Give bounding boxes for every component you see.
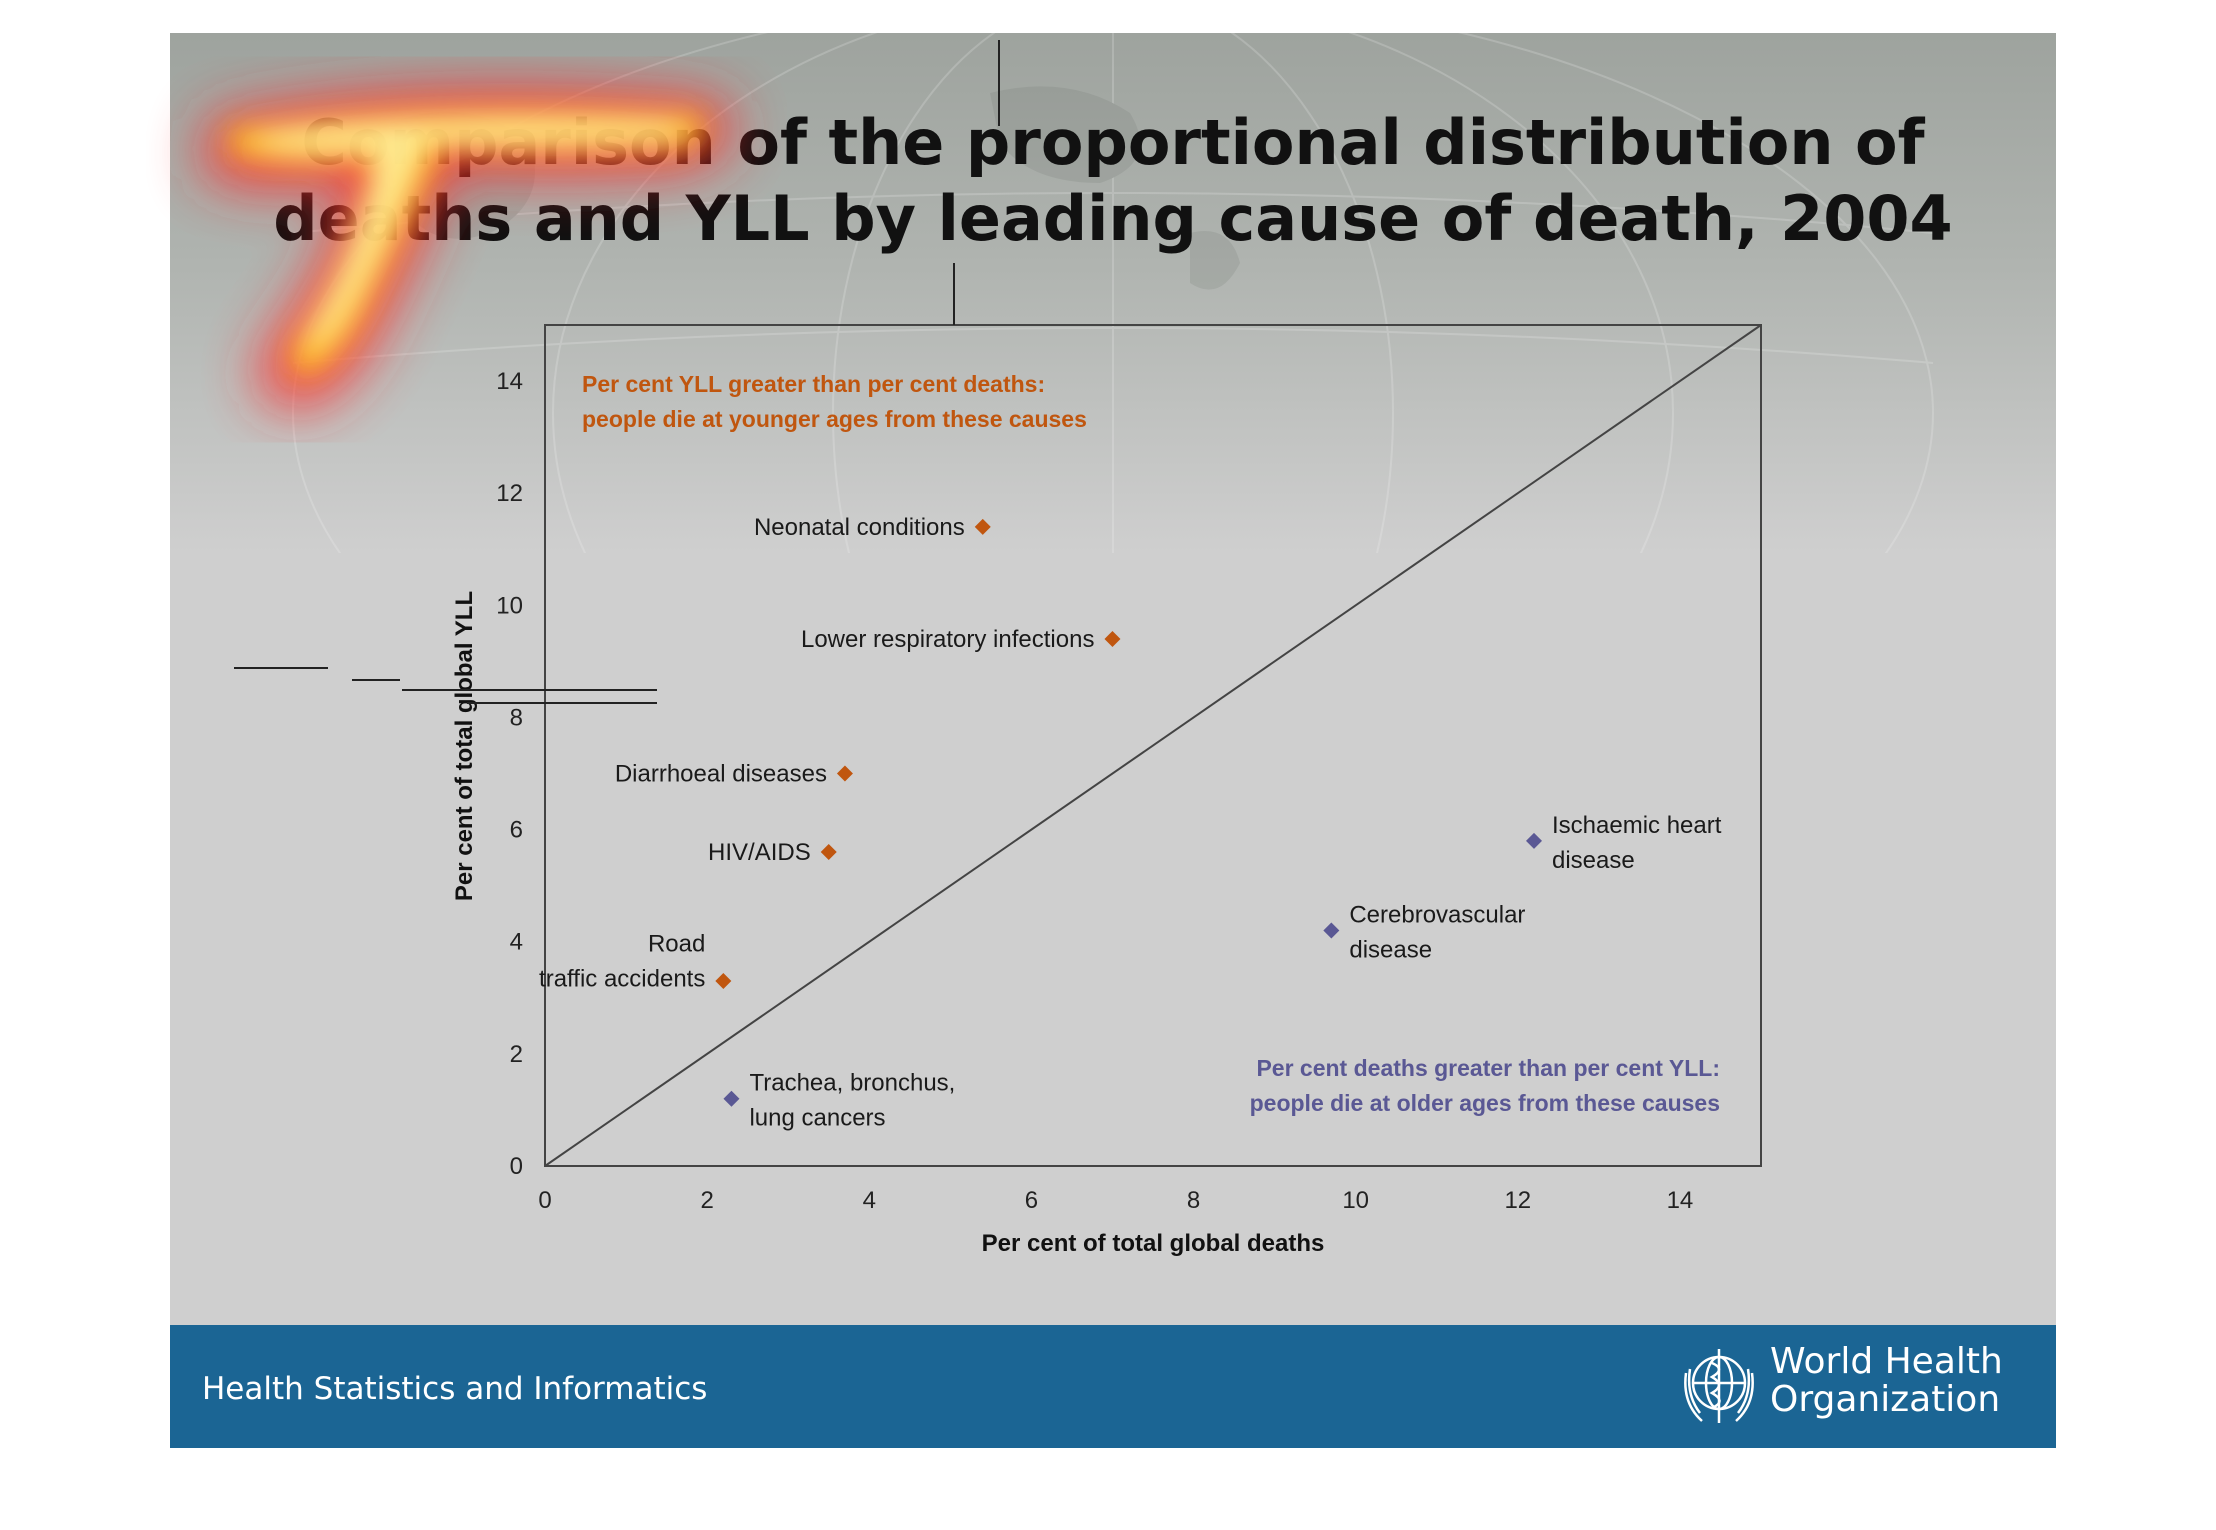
data-point-label: Diarrhoeal diseases [615, 761, 827, 788]
x-axis-label: Per cent of total global deaths [982, 1230, 1325, 1257]
data-point-label: Neonatal conditions [754, 514, 965, 541]
data-point-label: Cerebrovascular [1349, 902, 1525, 929]
data-point-marker [974, 518, 991, 535]
data-point-label: disease [1552, 847, 1635, 874]
data-point-labels: Neonatal conditions Lower respiratory inf… [539, 514, 1722, 1132]
x-tick-label: 2 [700, 1187, 713, 1214]
data-points [715, 518, 1543, 1107]
scatter-chart: 0 2 4 6 8 10 12 14 0 2 4 6 8 10 12 14 Neonatal conditi… [451, 263, 1762, 1257]
y-tick-label: 12 [496, 480, 523, 507]
data-point-label: Road [648, 930, 705, 957]
data-point-marker [820, 844, 837, 861]
y-tick-label: 8 [510, 704, 523, 731]
data-point-label: disease [1349, 937, 1432, 964]
stray-line-3 [402, 689, 657, 691]
equality-reference-line [544, 324, 1762, 1167]
y-tick-label: 6 [510, 817, 523, 844]
annotation-younger-line-2: people die at younger ages from these ca… [582, 406, 1087, 432]
who-emblem-icon [1684, 1349, 1754, 1423]
data-point-label: HIV/AIDS [708, 839, 811, 866]
footer-bar: Health Statistics and Informatics World … [170, 1325, 2056, 1448]
x-tick-label: 12 [1504, 1187, 1531, 1214]
x-tick-label: 0 [538, 1187, 551, 1214]
x-tick-label: 6 [1025, 1187, 1038, 1214]
y-axis-label: Per cent of total global YLL [451, 591, 478, 901]
data-point-marker [836, 765, 853, 782]
who-wordmark: World Health Organization [1770, 1343, 2003, 1419]
data-point-marker [723, 1090, 740, 1107]
stray-line-1 [234, 667, 328, 669]
data-point-label: traffic accidents [539, 965, 705, 992]
data-point-marker [1323, 922, 1340, 939]
data-point-label: Lower respiratory infections [801, 626, 1094, 653]
y-axis-ticks: 0 2 4 6 8 10 12 14 [496, 368, 523, 1180]
x-tick-label: 14 [1667, 1187, 1694, 1214]
stray-line-5 [998, 40, 1000, 126]
x-tick-label: 4 [863, 1187, 876, 1214]
slide: Comparison of the proportional distribut… [170, 33, 2056, 1448]
footer-department-text: Health Statistics and Informatics [202, 1371, 708, 1407]
who-name-line-1: World Health [1770, 1341, 2003, 1382]
y-tick-label: 4 [510, 929, 523, 956]
stray-line-4 [467, 702, 657, 704]
x-tick-label: 8 [1187, 1187, 1200, 1214]
data-point-label: Ischaemic heart [1552, 812, 1722, 839]
stray-line-2 [352, 679, 400, 681]
y-tick-label: 0 [510, 1153, 523, 1180]
annotation-older-line-2: people die at older ages from these caus… [1250, 1090, 1720, 1116]
annotation-older-line-1: Per cent deaths greater than per cent YL… [1256, 1055, 1720, 1081]
data-point-marker [1526, 832, 1543, 849]
data-point-marker [1104, 630, 1121, 647]
x-tick-label: 10 [1342, 1187, 1369, 1214]
y-tick-label: 10 [496, 592, 523, 619]
y-tick-label: 2 [510, 1041, 523, 1068]
who-name-line-2: Organization [1770, 1379, 2001, 1420]
data-point-label: Trachea, bronchus, [749, 1070, 955, 1097]
plot-frame [544, 324, 1762, 1167]
data-point-marker [715, 972, 732, 989]
x-axis-ticks: 0 2 4 6 8 10 12 14 [538, 1187, 1693, 1214]
data-point-label: lung cancers [749, 1105, 885, 1132]
y-tick-label: 14 [496, 368, 523, 395]
annotation-younger-line-1: Per cent YLL greater than per cent death… [582, 371, 1045, 397]
